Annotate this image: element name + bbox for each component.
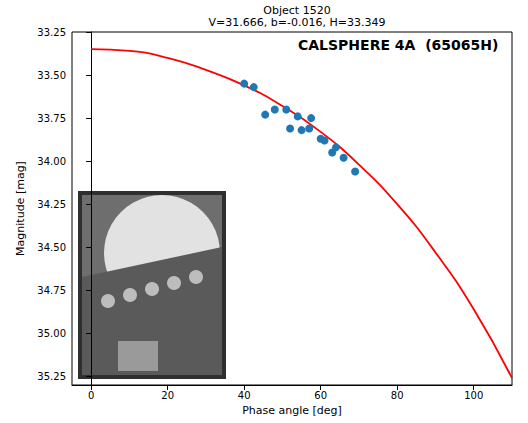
- svg-text:34.00: 34.00: [37, 156, 66, 167]
- svg-text:V=31.666, b=-0.016, H=33.349: V=31.666, b=-0.016, H=33.349: [209, 16, 386, 29]
- svg-text:35.00: 35.00: [37, 328, 66, 339]
- svg-text:33.50: 33.50: [37, 70, 66, 81]
- svg-text:Phase angle [deg]: Phase angle [deg]: [242, 404, 342, 417]
- svg-text:20: 20: [161, 390, 174, 401]
- svg-text:Object 1520: Object 1520: [263, 4, 331, 17]
- svg-text:33.25: 33.25: [37, 27, 66, 38]
- svg-text:CALSPHERE 4A (65065H): CALSPHERE 4A (65065H): [298, 37, 498, 53]
- svg-text:34.50: 34.50: [37, 242, 66, 253]
- svg-text:34.25: 34.25: [37, 199, 66, 210]
- svg-text:100: 100: [464, 390, 483, 401]
- svg-text:34.75: 34.75: [37, 285, 66, 296]
- svg-text:0: 0: [88, 390, 94, 401]
- svg-text:Magnitude [mag]: Magnitude [mag]: [14, 161, 27, 256]
- svg-text:80: 80: [391, 390, 404, 401]
- svg-text:35.25: 35.25: [37, 371, 66, 382]
- svg-text:60: 60: [314, 390, 327, 401]
- svg-text:33.75: 33.75: [37, 113, 66, 124]
- svg-text:40: 40: [238, 390, 251, 401]
